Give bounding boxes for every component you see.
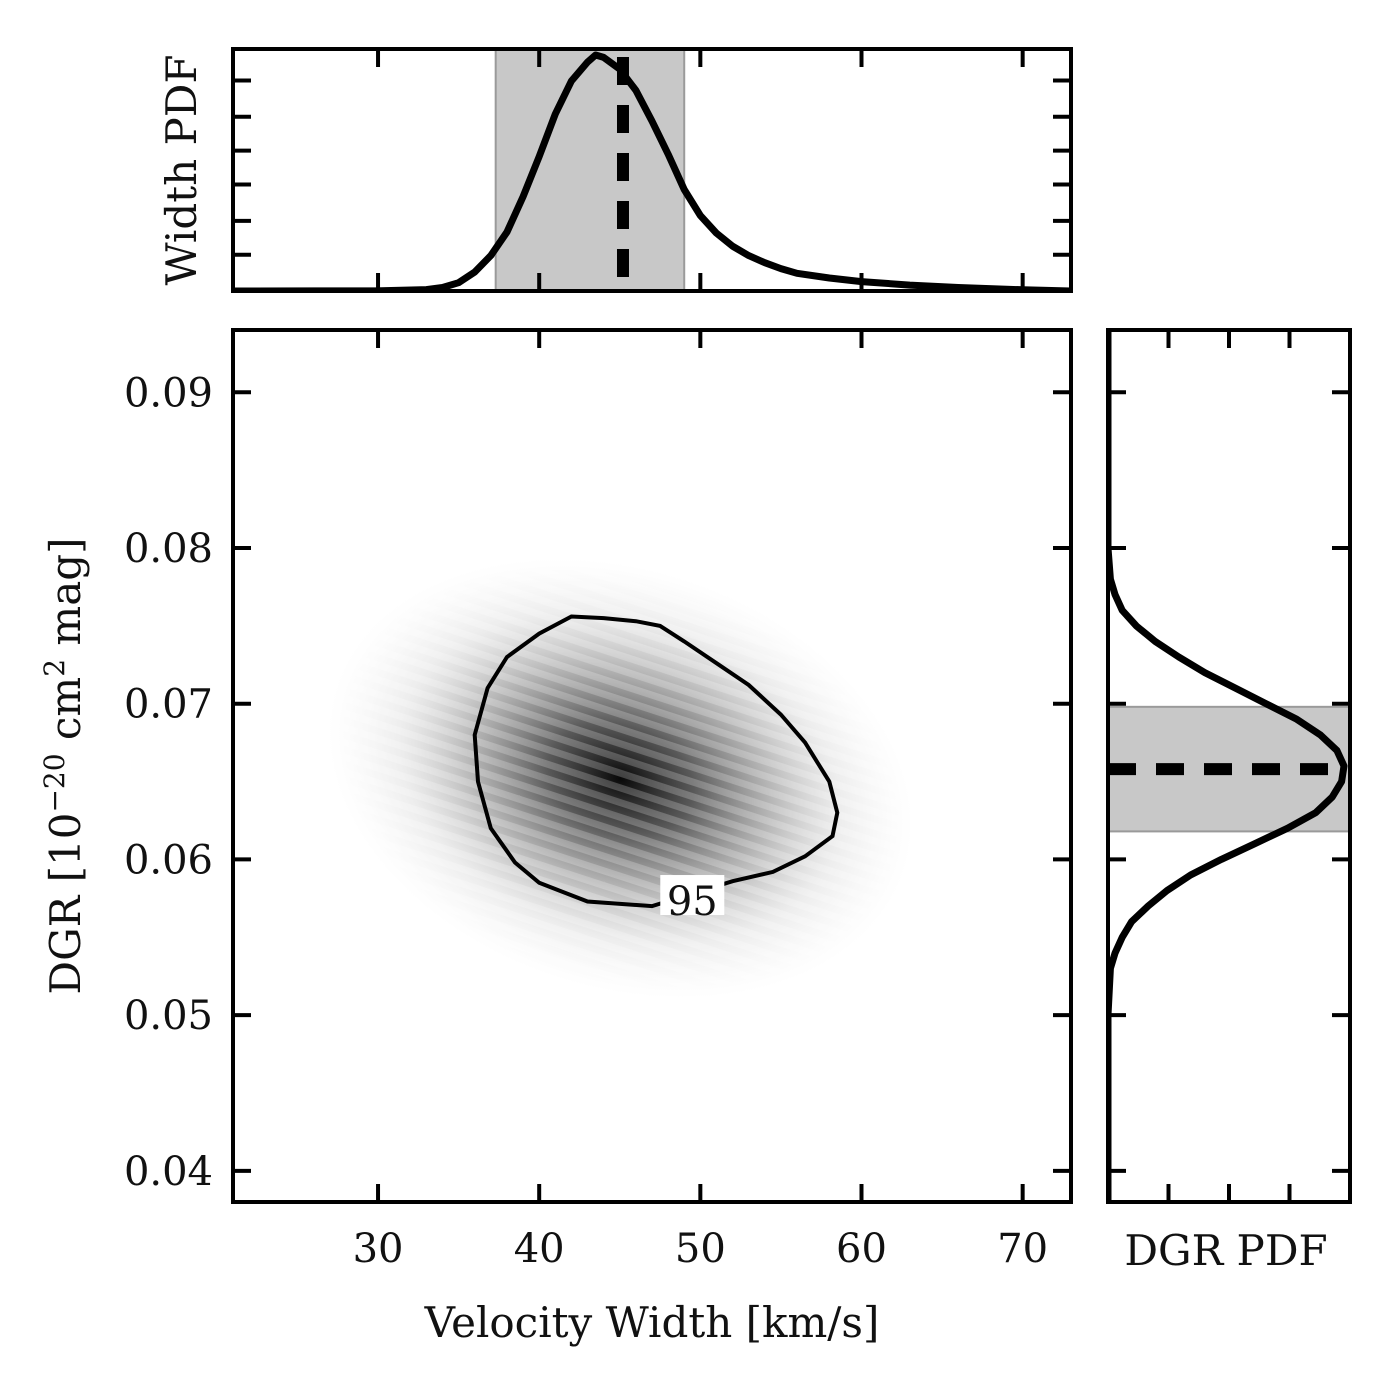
- main-y-tick-label: 0.07: [124, 682, 213, 728]
- dgr-pdf-panel: DGR PDF: [1106, 328, 1352, 1275]
- main-y-tick-label: 0.04: [124, 1149, 213, 1195]
- main-x-tick-label: 50: [675, 1226, 726, 1272]
- main-x-tick-label: 60: [836, 1226, 887, 1272]
- main-y-tick-label: 0.05: [124, 993, 213, 1039]
- x-axis-label: Velocity Width [km/s]: [424, 1298, 880, 1347]
- width-interval-band: [494, 49, 686, 291]
- contour-label: 95: [667, 879, 718, 925]
- main-x-tick-labels: 30 40 50 60 70: [353, 1226, 1049, 1272]
- dgr-pdf-label: DGR PDF: [1124, 1226, 1327, 1275]
- dgr-pdf-frame: [1106, 328, 1352, 1204]
- dgr-pdf-ticks: [1108, 330, 1350, 1202]
- main-x-tick-label: 40: [514, 1226, 565, 1272]
- dgr-pdf-curve: [1108, 330, 1348, 1202]
- main-panel: 95 30 40 50 60 70 0.04 0.05 0.06 0.07 0.08 0.09 V…: [38, 328, 1073, 1347]
- main-y-tick-label: 0.06: [124, 837, 213, 883]
- main-y-tick-label: 0.09: [124, 370, 213, 416]
- width-pdf-ticks: [233, 49, 1071, 291]
- contour-label-background: [660, 875, 725, 916]
- contour-95: [472, 614, 840, 909]
- width-pdf-panel: Width PDF: [157, 47, 1073, 293]
- y-axis-label: DGR [10−20 cm2 mag]: [38, 537, 91, 994]
- main-x-tick-label: 30: [353, 1226, 404, 1272]
- main-x-tick-label: 70: [997, 1226, 1048, 1272]
- likelihood-heatmap: [327, 558, 914, 999]
- main-y-tick-label: 0.08: [124, 526, 213, 572]
- main-ticks: [233, 330, 1071, 1202]
- width-pdf-curve: [233, 51, 1071, 291]
- width-pdf-frame: [231, 47, 1073, 293]
- main-frame: [231, 328, 1073, 1204]
- heatmap-banding: [327, 558, 914, 999]
- main-y-tick-labels: 0.04 0.05 0.06 0.07 0.08 0.09: [124, 370, 213, 1195]
- width-pdf-label: Width PDF: [157, 54, 206, 285]
